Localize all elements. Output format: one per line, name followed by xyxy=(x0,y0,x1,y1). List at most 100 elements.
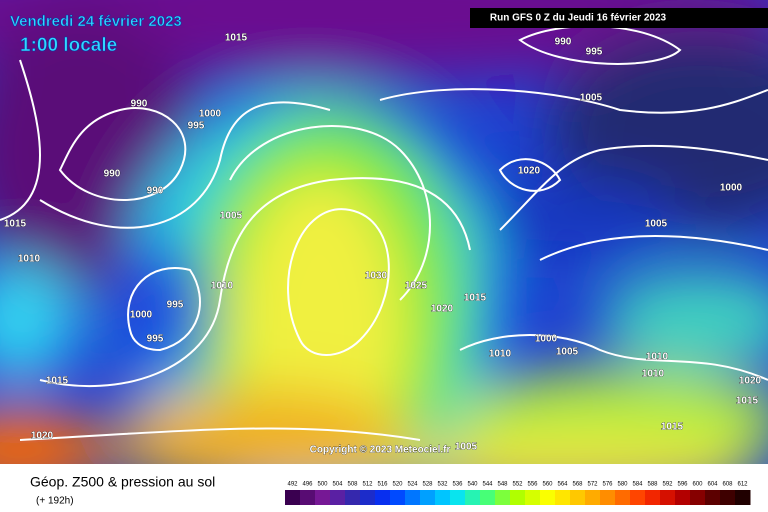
colorbar-label: 528 xyxy=(422,482,433,488)
colorbar-label: 588 xyxy=(647,482,658,488)
isobar-label: 1030 xyxy=(365,271,388,282)
colorbar-cell xyxy=(285,490,301,505)
colorbar-label: 544 xyxy=(482,482,493,488)
colorbar-label: 496 xyxy=(302,482,313,488)
colorbar-cell xyxy=(300,490,316,505)
isobar-label: 1010 xyxy=(18,254,41,265)
colorbar-label: 584 xyxy=(632,482,643,488)
isobar-label: 1000 xyxy=(199,109,222,120)
colorbar-label: 532 xyxy=(437,482,448,488)
colorbar-cell xyxy=(585,490,601,505)
isobar-label: 995 xyxy=(188,121,205,132)
isobar-label: 1000 xyxy=(535,334,558,345)
colorbar-cell xyxy=(615,490,631,505)
run-info: Run GFS 0 Z du Jeudi 16 février 2023 xyxy=(490,13,667,24)
run-banner xyxy=(470,8,768,28)
colorbar-cell xyxy=(720,490,736,505)
footer-title: Géop. Z500 & pression au sol xyxy=(30,474,215,490)
colorbar-label: 508 xyxy=(347,482,358,488)
isobar-label: 990 xyxy=(104,169,121,180)
colorbar-cell xyxy=(375,490,391,505)
colorbar-cell xyxy=(465,490,481,505)
isobar-label: 1000 xyxy=(130,310,153,321)
colorbar-cell xyxy=(690,490,706,505)
isobar-label: 1005 xyxy=(455,442,478,453)
isobar-label: 1015 xyxy=(661,422,684,433)
colorbar-cell xyxy=(420,490,436,505)
colorbar-cell xyxy=(540,490,556,505)
isobar-label: 1020 xyxy=(739,376,762,387)
colorbar-cell xyxy=(390,490,406,505)
colorbar-cell xyxy=(450,490,466,505)
isobar-label: 1010 xyxy=(211,281,234,292)
lead-time: (+ 192h) xyxy=(36,496,74,507)
colorbar: 492 496 500 504 508 512 516 520 524 528 532 536 540 5… xyxy=(285,482,751,505)
colorbar-label: 556 xyxy=(527,482,538,488)
colorbar-label: 604 xyxy=(707,482,718,488)
colorbar-cell xyxy=(660,490,676,505)
isobar-label: 1015 xyxy=(464,293,487,304)
colorbar-cell xyxy=(315,490,331,505)
colorbar-cell xyxy=(435,490,451,505)
colorbar-label: 500 xyxy=(317,482,328,488)
isobar-label: 1015 xyxy=(46,376,69,387)
colorbar-label: 580 xyxy=(617,482,628,488)
isobar-label: 1005 xyxy=(645,219,668,230)
colorbar-label: 608 xyxy=(722,482,733,488)
colorbar-cell xyxy=(480,490,496,505)
isobar-label: 1025 xyxy=(405,281,428,292)
colorbar-label: 492 xyxy=(287,482,298,488)
isobar-label: 995 xyxy=(147,334,164,345)
isobar-label: 1000 xyxy=(720,183,743,194)
colorbar-label: 576 xyxy=(602,482,613,488)
isobar-label: 1020 xyxy=(31,431,54,442)
colorbar-cell xyxy=(645,490,661,505)
colorbar-label: 536 xyxy=(452,482,463,488)
local-time: 1:00 locale xyxy=(20,35,117,56)
colorbar-cell xyxy=(570,490,586,505)
colorbar-cell xyxy=(630,490,646,505)
colorbar-cell xyxy=(525,490,541,505)
colorbar-label: 600 xyxy=(692,482,703,488)
isobar-label: 1015 xyxy=(4,219,27,230)
isobar-labels: 1015 990995100599010009959909901020100010… xyxy=(4,32,762,453)
copyright: Copyright © 2023 Meteociel.fr xyxy=(310,445,451,456)
isobar-label: 1010 xyxy=(489,349,512,360)
colorbar-label: 552 xyxy=(512,482,523,488)
colorbar-cell xyxy=(600,490,616,505)
colorbar-cell xyxy=(735,490,751,505)
isobar-label: 1010 xyxy=(642,369,665,380)
isobar-label: 1005 xyxy=(580,93,603,104)
colorbar-label: 520 xyxy=(392,482,403,488)
isobar-label: 990 xyxy=(555,37,572,48)
colorbar-cell xyxy=(405,490,421,505)
colorbar-label: 564 xyxy=(557,482,568,488)
colorbar-label: 560 xyxy=(542,482,553,488)
forecast-date: Vendredi 24 février 2023 xyxy=(10,13,182,30)
colorbar-cell xyxy=(345,490,361,505)
isobar-label: 1010 xyxy=(646,352,669,363)
colorbar-label: 612 xyxy=(737,482,748,488)
isobar-label: 990 xyxy=(147,186,164,197)
colorbar-cell xyxy=(705,490,721,505)
colorbar-label: 512 xyxy=(362,482,373,488)
colorbar-label: 568 xyxy=(572,482,583,488)
isobar-label: 1015 xyxy=(736,396,759,407)
colorbar-label: 516 xyxy=(377,482,388,488)
isobar-label: 1020 xyxy=(431,304,454,315)
colorbar-label: 540 xyxy=(467,482,478,488)
colorbar-label: 596 xyxy=(677,482,688,488)
isobar-label: 990 xyxy=(131,99,148,110)
colorbar-cell xyxy=(510,490,526,505)
colorbar-label: 548 xyxy=(497,482,508,488)
colorbar-label: 572 xyxy=(587,482,598,488)
isobar-label: 995 xyxy=(586,47,603,58)
colorbar-label: 592 xyxy=(662,482,673,488)
colorbar-label: 504 xyxy=(332,482,343,488)
isobar-label: 995 xyxy=(167,300,184,311)
colorbar-cell xyxy=(330,490,346,505)
colorbar-cell xyxy=(360,490,376,505)
isobar-label: 1015 xyxy=(225,33,248,44)
